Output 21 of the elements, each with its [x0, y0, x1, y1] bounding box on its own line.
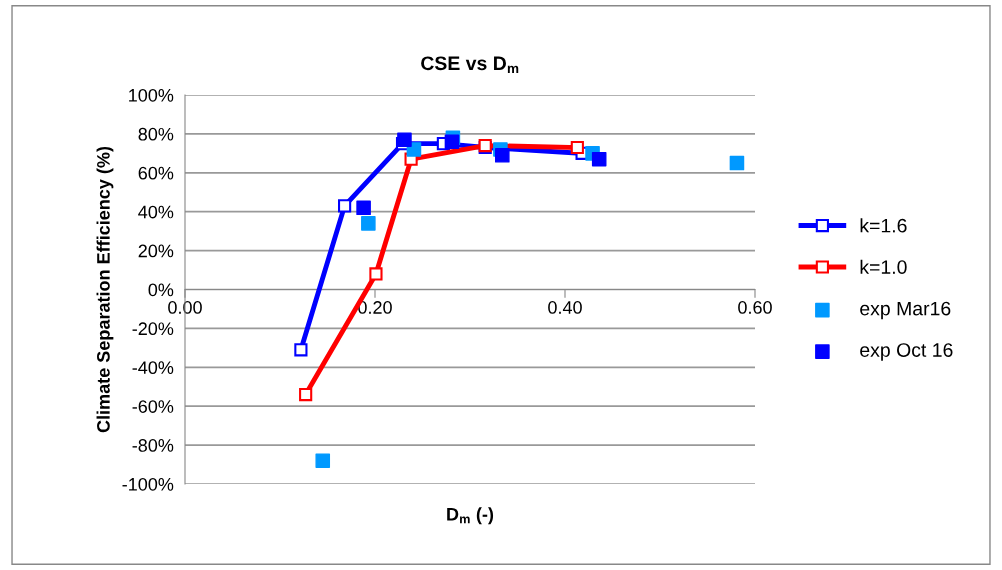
legend-label: k=1.6 — [860, 218, 907, 233]
y-tick-label: -40% — [132, 361, 174, 375]
chart-title: CSE vs D$_{m}$ — [421, 56, 519, 74]
y-tick-label: 0% — [148, 283, 174, 297]
y-tick-label: -80% — [132, 439, 174, 452]
y-axis-title: Climate Separation Efficiency (%) — [96, 146, 114, 433]
x-tick-label: 0.00 — [168, 301, 202, 314]
y-tick-label: 20% — [138, 244, 174, 258]
y-tick-label: 40% — [138, 205, 174, 219]
legend-label: exp Mar16 — [860, 301, 951, 320]
x-axis-title: D$_{m}$ (-) — [447, 507, 494, 525]
y-tick-label: 100% — [129, 88, 174, 102]
y-tick-label: 80% — [138, 127, 174, 141]
x-tick-label: 0.60 — [738, 301, 772, 314]
legend-label: exp Oct 16 — [860, 343, 953, 361]
legend-label: k=1.0 — [860, 259, 907, 274]
x-tick-label: 0.40 — [548, 301, 582, 314]
y-tick-label: -100% — [122, 477, 174, 491]
y-tick-label: 60% — [138, 166, 174, 180]
y-tick-label: -60% — [132, 400, 174, 413]
y-tick-label: -20% — [132, 322, 174, 336]
